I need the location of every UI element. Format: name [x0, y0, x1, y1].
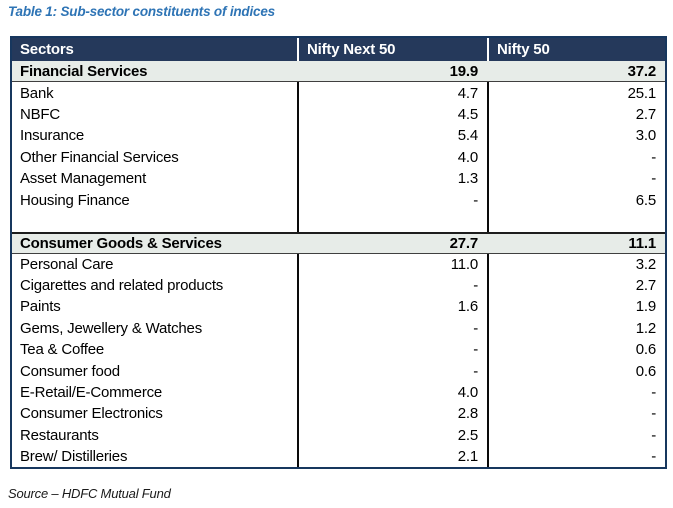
- nifty-50-value: 2.7: [487, 103, 665, 126]
- sector-label: Consumer Electronics: [20, 405, 163, 423]
- nifty-next-50-value: 2.8: [297, 403, 487, 425]
- nifty-50-value: 37.2: [627, 62, 657, 80]
- nifty-50-value: 11.1: [628, 234, 656, 252]
- sector-label: Asset Management: [20, 170, 147, 188]
- nifty-50-value: 6.5: [487, 189, 665, 211]
- sector-label: Consumer Goods & Services: [20, 234, 222, 252]
- nifty-50-value: 0.6: [487, 360, 665, 382]
- column-header-nifty-50: Nifty 50: [487, 38, 665, 61]
- source-note: Source – HDFC Mutual Fund: [8, 486, 171, 501]
- nifty-50-value: -: [487, 381, 665, 404]
- table-row-other-financial-services: Other Financial Services 4.0 -: [12, 146, 665, 168]
- nifty-next-50-value: 5.4: [297, 125, 487, 147]
- nifty-50-value: -: [487, 424, 665, 447]
- table-row-gems-jewellery-watches: Gems, Jewellery & Watches - 1.2: [12, 317, 665, 340]
- nifty-50-value: -: [487, 446, 665, 468]
- section-row-consumer-goods-services: Consumer Goods & Services 27.7 11.1: [12, 232, 665, 254]
- sector-label: Restaurants: [20, 426, 99, 444]
- section-row-financial-services: Financial Services 19.9 37.2: [12, 61, 665, 83]
- table-row-restaurants: Restaurants 2.5 -: [12, 424, 665, 447]
- table-row-tea-coffee: Tea & Coffee - 0.6: [12, 339, 665, 361]
- table-row-consumer-electronics: Consumer Electronics 2.8 -: [12, 403, 665, 425]
- nifty-next-50-value: 1.6: [297, 296, 487, 318]
- nifty-next-50-value: -: [297, 189, 487, 211]
- sector-label: Paints: [20, 298, 61, 316]
- nifty-next-50-value: -: [297, 274, 487, 297]
- sector-label: [12, 211, 297, 232]
- nifty-next-50-value: 2.5: [297, 424, 487, 447]
- nifty-next-50-value: 4.5: [297, 103, 487, 126]
- nifty-next-50-value: 11.0: [297, 253, 487, 275]
- table-caption: Table 1: Sub-sector constituents of indi…: [8, 4, 275, 19]
- nifty-50-value: -: [487, 403, 665, 425]
- table-row-nbfc: NBFC 4.5 2.7: [12, 103, 665, 126]
- nifty-next-50-value: 4.7: [297, 82, 487, 104]
- sector-label: Brew/ Distilleries: [20, 448, 128, 466]
- table-header-row: Sectors Nifty Next 50 Nifty 50: [12, 38, 665, 61]
- nifty-next-50-value: -: [297, 339, 487, 361]
- nifty-next-50-value: -: [297, 317, 487, 340]
- sub-sector-table: Sectors Nifty Next 50 Nifty 50 Financial…: [10, 36, 667, 470]
- nifty-next-50-value: 19.9: [449, 62, 479, 80]
- nifty-next-50-value: [297, 210, 487, 233]
- sector-label: Other Financial Services: [20, 148, 179, 166]
- nifty-50-value: 2.7: [487, 274, 665, 297]
- nifty-50-value: 0.6: [487, 339, 665, 361]
- sector-label: Consumer food: [20, 362, 120, 380]
- nifty-next-50-value: -: [297, 360, 487, 382]
- table-spacer-row: [12, 210, 665, 233]
- table-row-paints: Paints 1.6 1.9: [12, 296, 665, 318]
- table-row-brew-distilleries: Brew/ Distilleries 2.1 -: [12, 446, 665, 468]
- table-row-bank: Bank 4.7 25.1: [12, 82, 665, 104]
- nifty-50-value: 25.1: [487, 82, 665, 104]
- nifty-next-50-value: 4.0: [297, 381, 487, 404]
- sector-label: NBFC: [20, 105, 61, 123]
- nifty-next-50-value: 27.7: [449, 234, 479, 252]
- sector-label: Insurance: [20, 127, 85, 145]
- sector-label: Financial Services: [20, 62, 148, 80]
- sector-label: Gems, Jewellery & Watches: [20, 319, 202, 337]
- sector-label: Tea & Coffee: [20, 341, 105, 359]
- table-row-consumer-food: Consumer food - 0.6: [12, 360, 665, 382]
- sector-label: Housing Finance: [20, 191, 130, 209]
- table-row-e-retail-e-commerce: E-Retail/E-Commerce 4.0 -: [12, 381, 665, 404]
- nifty-50-value: [487, 210, 665, 233]
- table-row-cigarettes: Cigarettes and related products - 2.7: [12, 274, 665, 297]
- column-header-nifty-next-50: Nifty Next 50: [297, 38, 487, 61]
- table-row-housing-finance: Housing Finance - 6.5: [12, 189, 665, 211]
- sector-label: Bank: [20, 84, 54, 102]
- nifty-50-value: 3.0: [487, 125, 665, 147]
- table-row-asset-management: Asset Management 1.3 -: [12, 167, 665, 190]
- table-row-personal-care: Personal Care 11.0 3.2: [12, 253, 665, 275]
- table-row-insurance: Insurance 5.4 3.0: [12, 125, 665, 147]
- nifty-50-value: 1.9: [487, 296, 665, 318]
- nifty-50-value: 1.2: [487, 317, 665, 340]
- nifty-next-50-value: 4.0: [297, 146, 487, 168]
- sector-label: Personal Care: [20, 255, 114, 273]
- sector-label: E-Retail/E-Commerce: [20, 384, 163, 402]
- nifty-50-value: -: [487, 146, 665, 168]
- nifty-next-50-value: 1.3: [297, 167, 487, 190]
- nifty-50-value: 3.2: [487, 253, 665, 275]
- column-header-sectors: Sectors: [20, 41, 74, 58]
- nifty-50-value: -: [487, 167, 665, 190]
- sector-label: Cigarettes and related products: [20, 277, 224, 295]
- nifty-next-50-value: 2.1: [297, 446, 487, 468]
